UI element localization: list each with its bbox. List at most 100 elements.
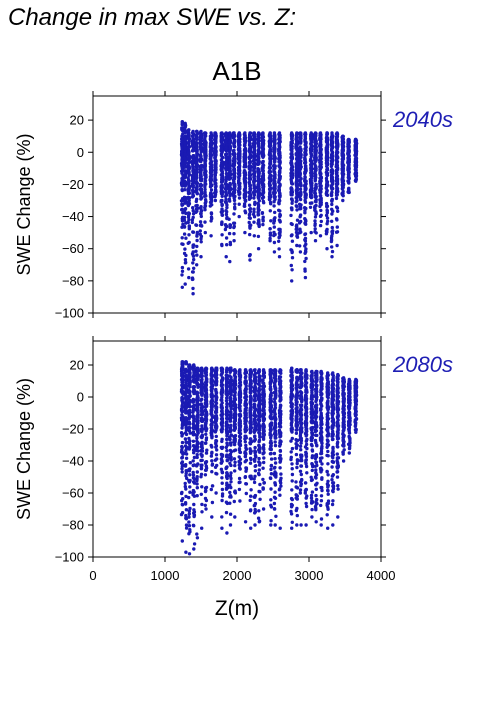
data-point (268, 157, 272, 161)
data-point (224, 184, 228, 188)
data-point (303, 259, 307, 264)
data-point (308, 147, 313, 151)
data-point (232, 148, 236, 153)
data-point (268, 186, 273, 190)
data-point (289, 213, 293, 218)
data-point (309, 185, 313, 190)
data-point (180, 440, 185, 445)
data-point (191, 250, 195, 254)
data-point (199, 234, 204, 239)
data-point (299, 134, 303, 138)
data-point (192, 513, 196, 517)
data-point (181, 497, 185, 501)
data-point (256, 206, 260, 211)
data-point (196, 449, 200, 453)
data-point (194, 173, 198, 177)
data-point (330, 150, 335, 154)
data-point (309, 150, 313, 155)
data-point (205, 448, 209, 452)
data-point (194, 176, 199, 181)
data-point (191, 144, 195, 148)
data-point (278, 136, 282, 140)
data-point (325, 204, 329, 208)
data-point (187, 218, 191, 222)
data-point (247, 216, 252, 220)
data-point (277, 194, 282, 198)
data-point (278, 219, 282, 223)
data-point (295, 185, 299, 189)
data-point (183, 406, 188, 410)
data-point (341, 198, 345, 203)
data-point (195, 428, 199, 432)
data-point (191, 433, 196, 437)
data-point (220, 476, 224, 480)
data-point (199, 154, 203, 158)
data-point (200, 440, 204, 444)
data-point (213, 181, 217, 186)
data-point (200, 417, 204, 421)
data-point (346, 190, 351, 195)
data-point (272, 137, 277, 141)
data-point (303, 209, 307, 213)
data-point (257, 187, 261, 191)
data-point (199, 466, 204, 470)
data-point (187, 191, 191, 195)
data-point (314, 138, 318, 143)
data-point (330, 178, 334, 182)
data-point (199, 449, 203, 453)
data-point (180, 242, 184, 246)
data-point (198, 220, 203, 224)
data-point (256, 213, 260, 217)
data-point (199, 214, 203, 219)
data-point (228, 199, 232, 203)
data-point (187, 145, 191, 149)
data-point (187, 413, 192, 417)
data-point (330, 249, 335, 254)
data-point (243, 139, 248, 143)
data-point (272, 240, 277, 245)
data-point (252, 175, 256, 179)
data-point (194, 168, 199, 172)
data-point (268, 227, 272, 231)
data-point (232, 221, 236, 225)
data-point (196, 377, 200, 382)
data-point (183, 130, 187, 135)
data-point (199, 240, 203, 244)
data-point (203, 190, 207, 194)
data-point (204, 438, 208, 442)
data-point (203, 201, 207, 205)
data-point (295, 131, 299, 135)
data-point (228, 186, 232, 190)
data-point (289, 206, 294, 210)
data-point (243, 131, 247, 135)
data-point (353, 156, 358, 161)
data-point (187, 394, 192, 399)
data-point (180, 285, 184, 289)
data-point (184, 157, 188, 162)
data-point (278, 182, 282, 186)
data-point (204, 441, 208, 445)
data-point (277, 177, 282, 181)
data-point (213, 198, 218, 203)
data-point (228, 176, 232, 180)
data-point (261, 135, 265, 139)
data-point (272, 189, 276, 193)
data-point (330, 134, 334, 138)
data-point (319, 213, 323, 217)
data-point (195, 482, 199, 486)
data-point (187, 379, 191, 383)
data-point (231, 190, 236, 194)
data-point (195, 164, 199, 168)
data-point (228, 131, 232, 135)
data-point (187, 520, 191, 524)
data-point (325, 181, 329, 185)
data-point (199, 409, 204, 413)
data-point (187, 135, 191, 139)
data-point (298, 205, 302, 209)
data-point (204, 194, 208, 198)
data-point (215, 463, 219, 468)
data-point (295, 235, 300, 239)
